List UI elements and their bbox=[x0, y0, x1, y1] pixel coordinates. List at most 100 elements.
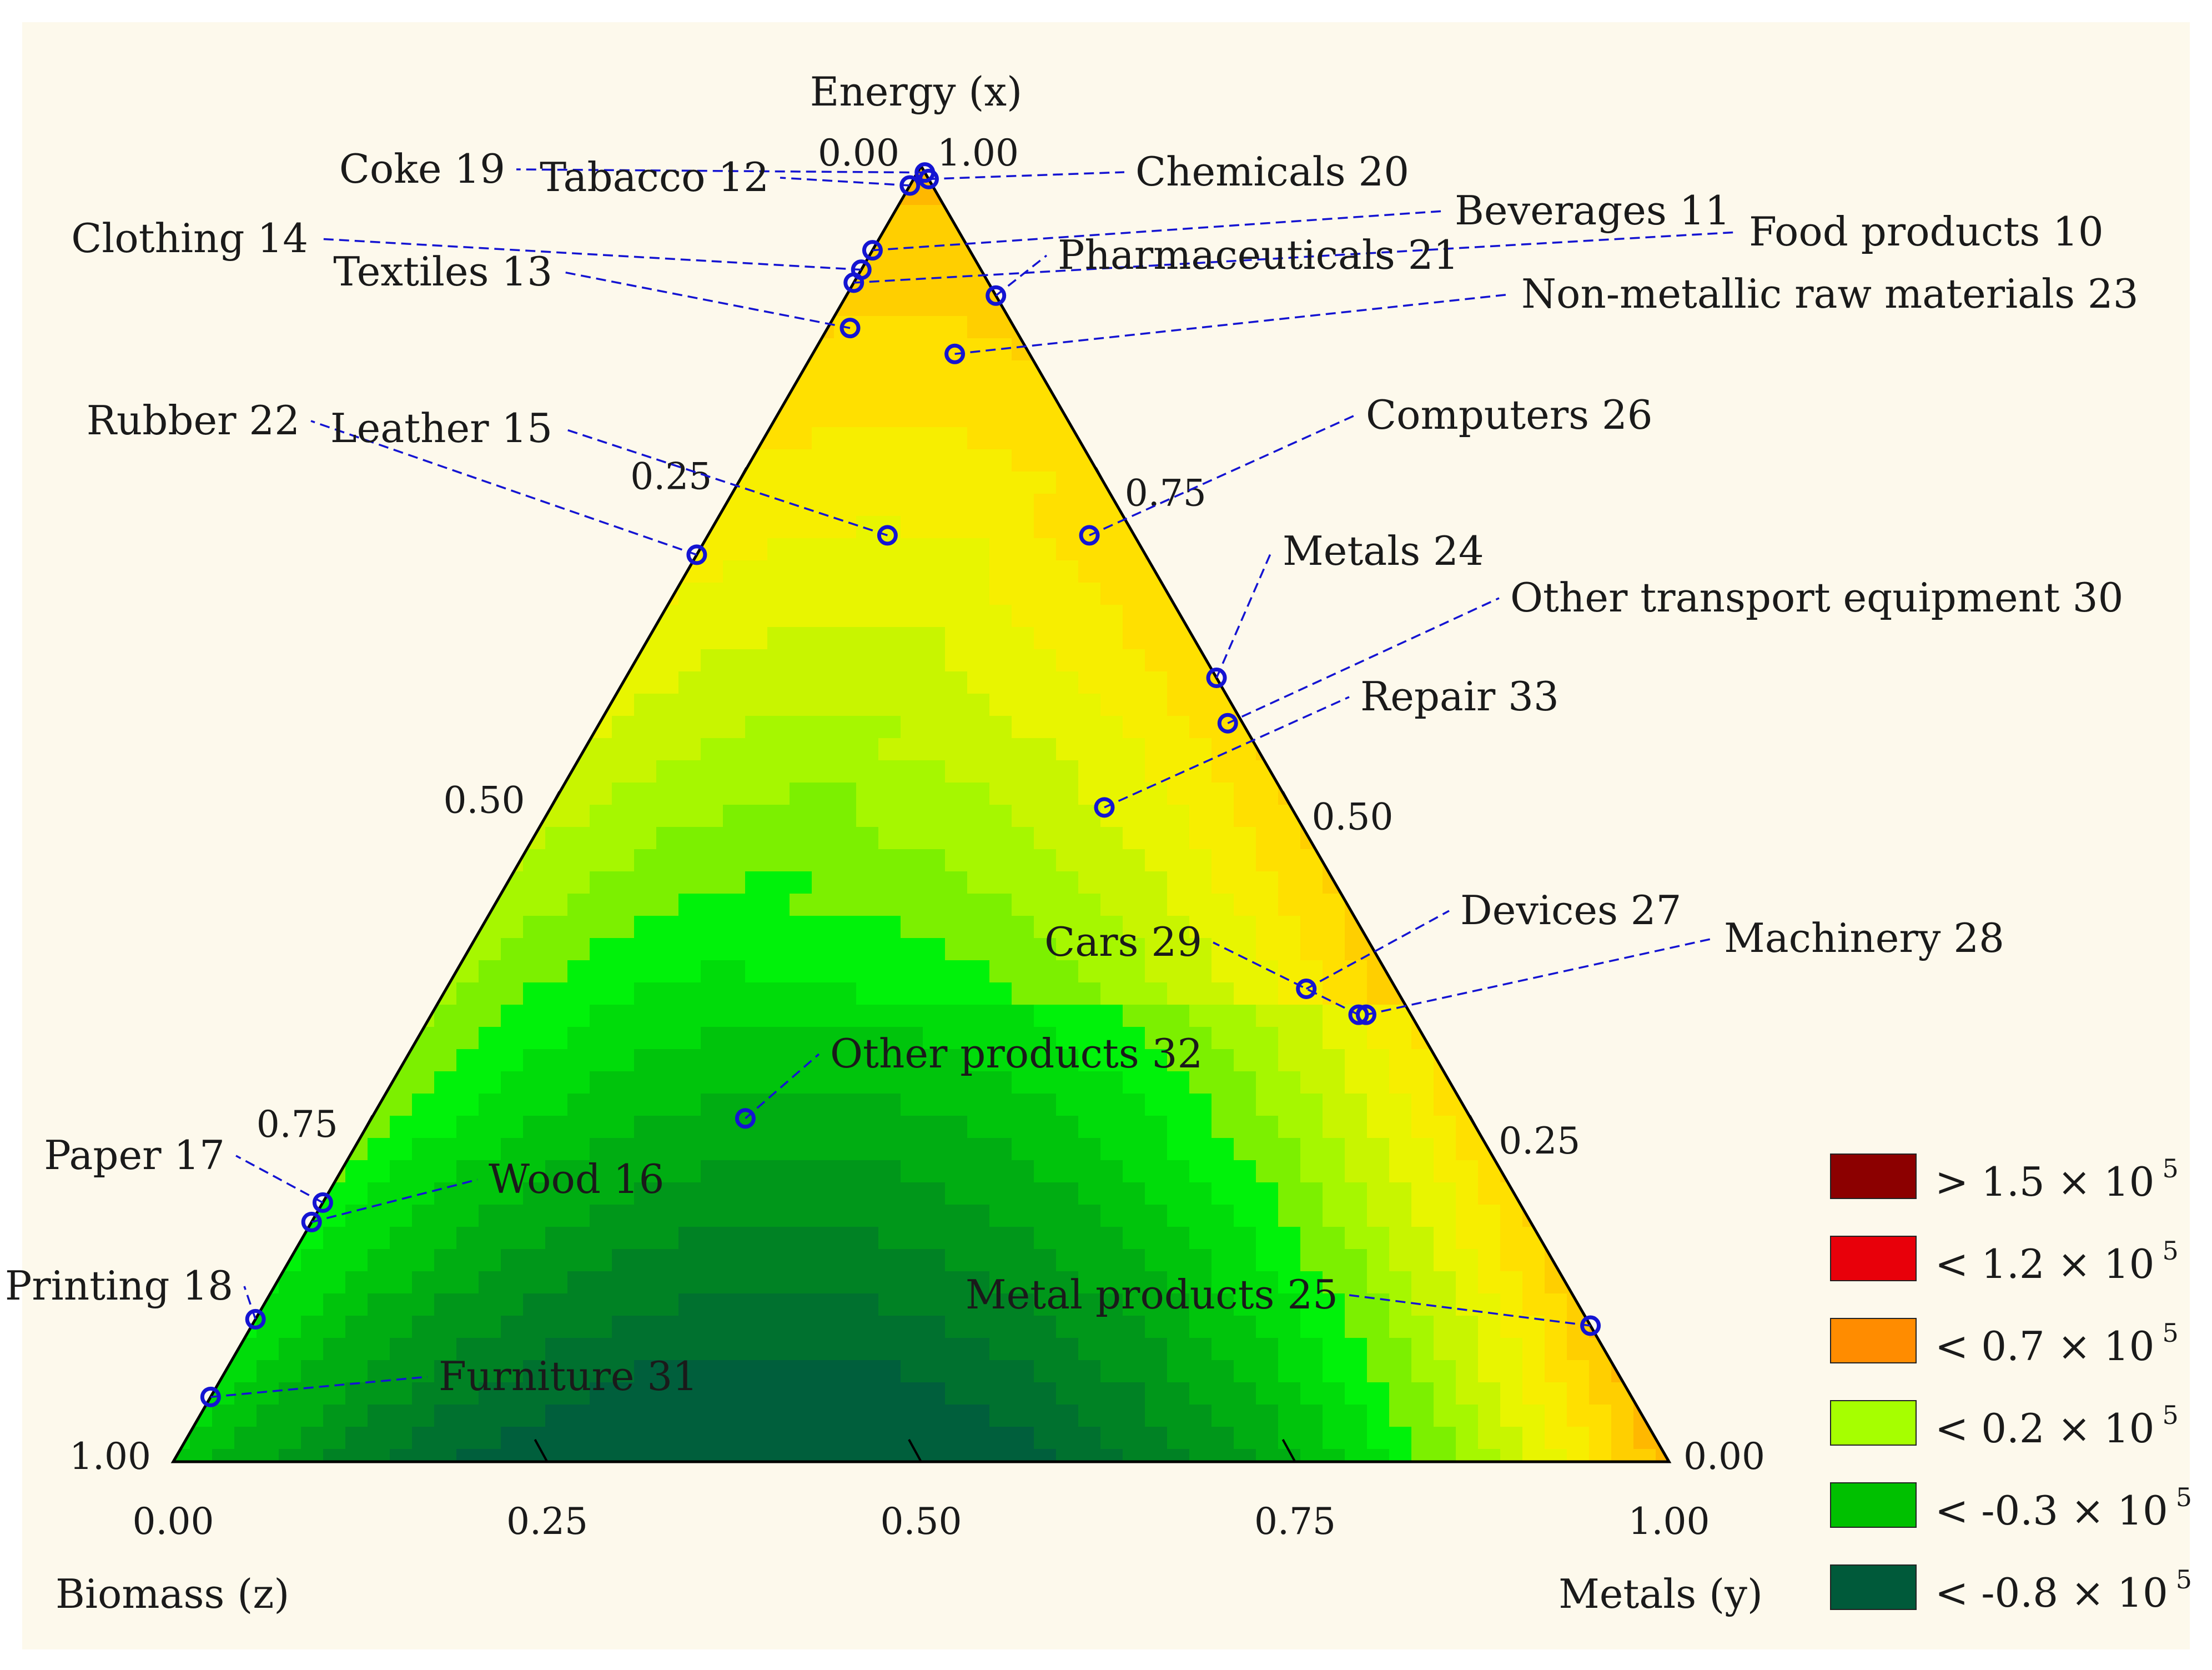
contour-cell bbox=[967, 1427, 990, 1450]
contour-cell bbox=[945, 916, 968, 939]
contour-cell bbox=[856, 583, 879, 605]
contour-cell bbox=[856, 1360, 879, 1383]
contour-cell bbox=[701, 871, 723, 894]
legend-exponent: 5 bbox=[2162, 1154, 2178, 1183]
contour-cell bbox=[1145, 1116, 1168, 1139]
contour-cell bbox=[1012, 405, 1034, 428]
data-point-marker bbox=[1348, 1004, 1369, 1025]
contour-cell bbox=[878, 1382, 901, 1405]
contour-cell bbox=[767, 716, 790, 739]
contour-cell bbox=[723, 605, 746, 628]
contour-cell bbox=[1367, 1427, 1390, 1450]
leader-line bbox=[853, 231, 1738, 284]
contour-cell bbox=[901, 1071, 923, 1094]
contour-cell bbox=[1034, 1005, 1057, 1027]
contour-cell bbox=[1234, 1138, 1256, 1161]
contour-cell bbox=[1123, 649, 1145, 672]
contour-cell bbox=[856, 1005, 879, 1027]
bottom-tick-mark bbox=[1281, 1439, 1296, 1462]
contour-cell bbox=[967, 538, 990, 561]
contour-cell bbox=[1345, 1182, 1368, 1205]
contour-cell bbox=[1012, 516, 1034, 539]
contour-cell bbox=[1145, 849, 1168, 872]
contour-cell bbox=[856, 871, 879, 894]
contour-cell bbox=[412, 1094, 435, 1116]
contour-cell bbox=[1234, 1382, 1256, 1405]
contour-cell bbox=[790, 960, 812, 983]
contour-cell bbox=[901, 1405, 923, 1427]
contour-cell bbox=[723, 960, 746, 983]
contour-cell bbox=[190, 1427, 213, 1450]
contour-cell bbox=[567, 1249, 590, 1272]
contour-cell bbox=[1123, 1382, 1145, 1405]
contour-cell bbox=[1034, 694, 1057, 716]
contour-cell bbox=[834, 1160, 857, 1183]
contour-cell bbox=[1145, 671, 1168, 694]
contour-cell bbox=[678, 583, 701, 605]
contour-cell bbox=[1167, 827, 1190, 850]
contour-cell bbox=[1167, 1116, 1190, 1139]
contour-cell bbox=[1434, 1116, 1456, 1139]
contour-cell bbox=[723, 1293, 746, 1316]
contour-cell bbox=[878, 1316, 901, 1338]
contour-cell bbox=[856, 338, 879, 361]
contour-cell bbox=[1611, 1449, 1634, 1462]
contour-cell bbox=[590, 1427, 612, 1450]
contour-cell bbox=[923, 1360, 946, 1383]
contour-cell bbox=[834, 716, 857, 739]
contour-cell bbox=[479, 982, 501, 1005]
contour-cell bbox=[767, 938, 790, 961]
contour-cell bbox=[989, 671, 1012, 694]
contour-cell bbox=[1145, 960, 1168, 983]
contour-cell bbox=[989, 1405, 1012, 1427]
contour-cell bbox=[1389, 1427, 1412, 1450]
contour-cell bbox=[567, 1094, 590, 1116]
contour-cell bbox=[1078, 1427, 1101, 1450]
contour-cell bbox=[1145, 916, 1168, 939]
contour-cell bbox=[1278, 1027, 1301, 1050]
contour-cell bbox=[989, 1005, 1012, 1027]
contour-cell bbox=[767, 827, 790, 850]
contour-cell bbox=[1456, 1293, 1479, 1316]
contour-cell bbox=[723, 1227, 746, 1250]
contour-cell bbox=[590, 1138, 612, 1161]
contour-cell bbox=[767, 783, 790, 805]
contour-cell bbox=[1078, 1049, 1101, 1072]
contour-cell bbox=[545, 916, 568, 939]
contour-cell bbox=[1056, 1249, 1079, 1272]
contour-cell bbox=[1078, 1027, 1101, 1050]
contour-cell bbox=[1211, 760, 1234, 783]
contour-cell bbox=[878, 272, 901, 294]
contour-cell bbox=[856, 449, 879, 472]
contour-cell bbox=[1012, 1271, 1034, 1294]
contour-cell bbox=[1100, 1205, 1123, 1227]
contour-cell bbox=[1123, 671, 1145, 694]
contour-cell bbox=[967, 516, 990, 539]
contour-cell bbox=[323, 1405, 346, 1427]
contour-cell bbox=[923, 583, 946, 605]
contour-cell bbox=[479, 1382, 501, 1405]
contour-cell bbox=[901, 1182, 923, 1205]
contour-cell bbox=[834, 427, 857, 450]
contour-cell bbox=[723, 1382, 746, 1405]
contour-cell bbox=[856, 1382, 879, 1405]
contour-cell bbox=[1234, 849, 1256, 872]
contour-cell bbox=[1056, 1449, 1079, 1462]
legend-swatch bbox=[1830, 1154, 1917, 1199]
contour-cell bbox=[1256, 827, 1279, 850]
contour-cell bbox=[1078, 1293, 1101, 1316]
contour-cell bbox=[634, 1027, 657, 1050]
contour-cell bbox=[945, 827, 968, 850]
contour-cell bbox=[1012, 938, 1034, 961]
contour-cell bbox=[878, 560, 901, 583]
contour-cell bbox=[701, 649, 723, 672]
contour-cell bbox=[834, 472, 857, 494]
contour-cell bbox=[634, 1249, 657, 1272]
contour-cell bbox=[767, 805, 790, 828]
contour-cell bbox=[1145, 827, 1168, 850]
contour-cell bbox=[545, 1271, 568, 1294]
contour-cell bbox=[1189, 738, 1212, 761]
contour-cell bbox=[1234, 1094, 1256, 1116]
contour-cell bbox=[834, 538, 857, 561]
contour-cell bbox=[856, 894, 879, 916]
